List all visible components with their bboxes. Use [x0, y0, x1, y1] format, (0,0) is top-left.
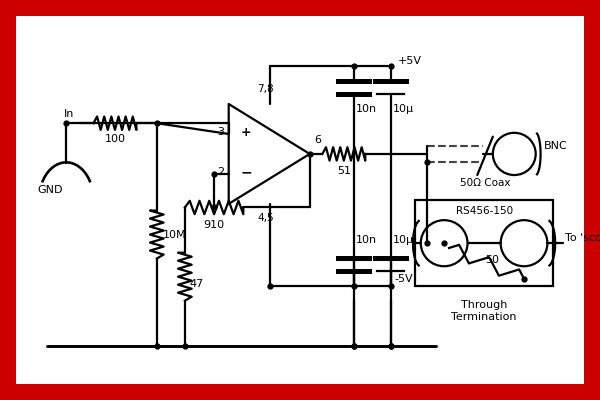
- Text: 6: 6: [314, 134, 322, 144]
- Text: 4,5: 4,5: [257, 214, 274, 224]
- Text: 10n: 10n: [356, 104, 377, 114]
- Text: RS456-150: RS456-150: [455, 206, 512, 216]
- Text: -5V: -5V: [394, 274, 413, 284]
- Text: GND: GND: [37, 186, 62, 196]
- Text: 100: 100: [104, 134, 125, 144]
- Text: BNC: BNC: [544, 141, 567, 151]
- Text: 10μ: 10μ: [392, 104, 413, 114]
- Text: 10μ: 10μ: [392, 235, 413, 245]
- Text: 50: 50: [485, 254, 499, 264]
- Text: 10M: 10M: [163, 230, 186, 240]
- Text: Termination: Termination: [451, 312, 517, 322]
- Text: 910: 910: [203, 220, 224, 230]
- Text: +5V: +5V: [397, 56, 421, 66]
- Text: 50Ω Coax: 50Ω Coax: [460, 178, 511, 188]
- Text: 2: 2: [217, 167, 224, 177]
- Text: −: −: [241, 165, 252, 179]
- Text: 51: 51: [337, 166, 351, 176]
- Text: 10n: 10n: [356, 235, 377, 245]
- Text: 3: 3: [217, 127, 224, 137]
- Text: In: In: [64, 109, 74, 119]
- Text: +: +: [241, 126, 251, 138]
- Text: To 'scope: To 'scope: [565, 234, 600, 243]
- Text: Through: Through: [461, 300, 507, 310]
- Text: 7,8: 7,8: [257, 84, 274, 94]
- Text: 47: 47: [190, 279, 204, 289]
- Bar: [415, 200, 553, 286]
